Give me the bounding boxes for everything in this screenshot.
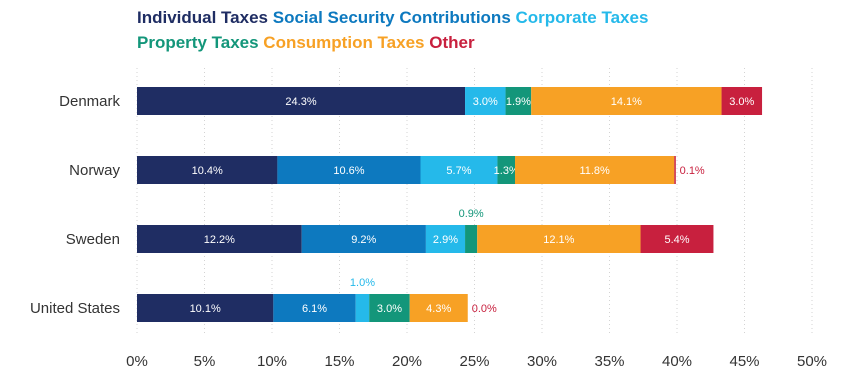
category-label: Norway — [69, 162, 120, 179]
x-tick-label: 10% — [257, 353, 287, 370]
legend-entry-other: Other — [425, 33, 475, 52]
category-labels: Denmark Norway Sweden United States — [30, 93, 121, 317]
legend-entry-property-taxes: Property Taxes — [137, 33, 259, 52]
x-tick-label: 20% — [392, 353, 422, 370]
legend-entry-individual-taxes: Individual Taxes — [137, 8, 268, 27]
category-label: United States — [30, 300, 120, 317]
x-tick-label: 35% — [594, 353, 624, 370]
data-label: 10.6% — [333, 165, 364, 177]
legend-entry-corporate-taxes: Corporate Taxes — [511, 8, 649, 27]
bar-individual-taxes — [137, 87, 466, 115]
legend-line: Individual Taxes Social Security Contrib… — [137, 8, 648, 27]
bar-property-taxes — [465, 225, 478, 253]
bar-consumption-taxes — [409, 294, 468, 322]
data-label: 10.1% — [190, 303, 221, 315]
data-label: 3.0% — [729, 96, 754, 108]
data-label: 9.2% — [351, 234, 376, 246]
data-label: 2.9% — [433, 234, 458, 246]
bar-individual-taxes — [137, 156, 278, 184]
data-label: 1.0% — [350, 277, 375, 289]
x-tick-label: 45% — [729, 353, 759, 370]
legend-entry-consumption-taxes: Consumption Taxes — [259, 33, 425, 52]
x-tick-label: 0% — [126, 353, 148, 370]
bar-consumption-taxes — [531, 87, 722, 115]
data-label: 3.0% — [473, 96, 498, 108]
data-label: 11.8% — [579, 165, 610, 177]
bar-corporate-taxes — [420, 156, 498, 184]
x-tick-label: 25% — [459, 353, 489, 370]
category-label: Denmark — [59, 93, 120, 110]
bars: 24.3% 3.0% 1.9% 14.1% 3.0% 10.4% 10.6% 5.7% 1.3%… — [137, 87, 763, 322]
bar-corporate-taxes — [465, 87, 506, 115]
category-label: Sweden — [66, 231, 120, 248]
bar-other — [721, 87, 763, 115]
legend: Individual Taxes Social Security Contrib… — [137, 8, 648, 52]
data-label: 4.3% — [426, 303, 451, 315]
x-tick-label: 5% — [194, 353, 216, 370]
legend-entry-social-security-contributions: Social Security Contributions — [268, 8, 511, 27]
legend-line: Property Taxes Consumption Taxes Other — [137, 33, 475, 52]
bar-corporate-taxes — [355, 294, 370, 322]
data-label: 0.1% — [680, 165, 705, 177]
bar-social-security-contributions — [273, 294, 356, 322]
x-tick-label: 40% — [662, 353, 692, 370]
data-label: 1.3% — [494, 165, 519, 177]
bar-individual-taxes — [137, 225, 302, 253]
bar-other — [674, 156, 676, 184]
bar-property-taxes — [369, 294, 410, 322]
bar-individual-taxes — [137, 294, 274, 322]
data-label: 10.4% — [192, 165, 223, 177]
data-label: 0.0% — [472, 303, 497, 315]
data-label: 6.1% — [302, 303, 327, 315]
data-label: 12.1% — [543, 234, 574, 246]
bar-consumption-taxes — [477, 225, 641, 253]
x-axis-tick-labels: 0% 5% 10% 15% 20% 25% 30% 35% 40% 45% 50% — [126, 353, 827, 370]
data-label: 12.2% — [204, 234, 235, 246]
bar-corporate-taxes — [425, 225, 466, 253]
data-label: 1.9% — [506, 96, 531, 108]
bar-social-security-contributions — [277, 156, 421, 184]
bar-social-security-contributions — [301, 225, 426, 253]
x-tick-label: 50% — [797, 353, 827, 370]
data-label: 3.0% — [377, 303, 402, 315]
bar-other — [640, 225, 714, 253]
x-tick-label: 15% — [324, 353, 354, 370]
bar-property-taxes — [505, 87, 532, 115]
data-label: 14.1% — [611, 96, 642, 108]
data-label: 0.9% — [459, 208, 484, 220]
x-tick-label: 30% — [527, 353, 557, 370]
data-label: 5.4% — [664, 234, 689, 246]
data-label: 5.7% — [446, 165, 471, 177]
data-label: 24.3% — [285, 96, 316, 108]
bar-property-taxes — [497, 156, 515, 184]
bar-consumption-taxes — [515, 156, 675, 184]
